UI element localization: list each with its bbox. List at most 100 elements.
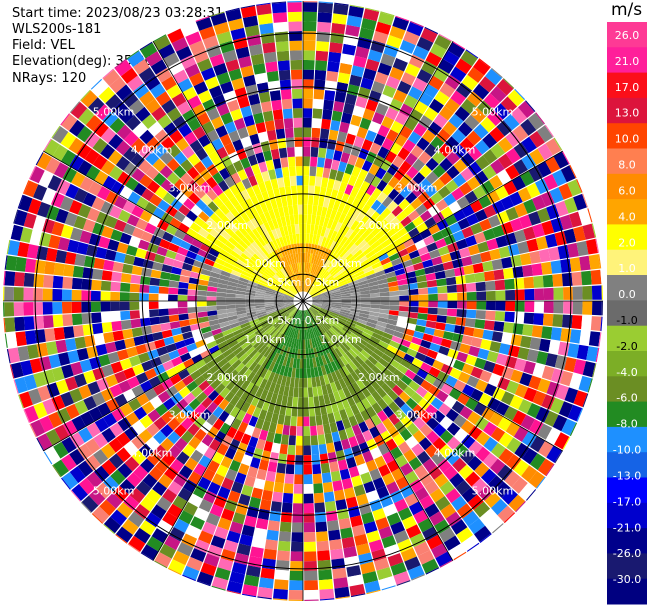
range-gate [459,182,473,196]
range-gate [264,232,273,243]
range-gate [299,310,302,320]
range-gate [520,335,532,349]
range-gate [416,274,427,283]
range-gate [205,176,218,189]
range-gate [526,403,541,419]
range-gate [232,139,244,152]
range-gate [274,332,282,342]
range-gate [315,356,321,367]
range-gate [120,282,131,292]
range-gate [240,273,250,281]
range-gate [370,240,381,250]
range-gate [350,404,360,416]
range-gate [278,258,286,268]
range-gate [240,65,254,78]
range-gate [364,580,381,594]
ring-label: 0.5km [267,314,302,327]
range-gate [161,329,173,339]
range-gate [338,181,348,193]
range-gate [268,80,280,92]
range-gate [311,444,320,455]
range-gate [312,295,322,299]
range-gate [422,526,438,542]
range-gate [281,257,288,267]
range-gate [375,269,386,277]
range-gate [303,117,312,128]
range-gate [42,398,57,415]
range-gate [235,398,246,410]
range-gate [399,39,416,54]
range-gate [207,314,219,321]
range-gate [220,270,231,278]
range-gate [178,386,191,399]
range-gate [178,123,192,138]
range-gate [198,211,210,223]
range-gate [330,309,340,315]
range-gate [282,346,289,356]
range-gate [453,266,465,277]
range-gate [455,480,471,496]
range-gate [255,251,265,261]
range-gate [271,218,279,229]
range-gate [168,60,184,76]
range-gate [258,429,269,441]
range-gate [320,128,330,139]
range-gate [563,228,577,244]
range-gate [95,247,108,259]
range-gate [361,331,372,340]
range-gate [284,473,294,484]
range-gate [567,343,580,358]
range-gate [209,271,221,279]
range-gate [354,324,365,332]
range-gate [228,355,239,366]
range-gate [227,281,238,287]
range-gate [483,421,498,437]
range-gate [315,60,328,71]
range-gate [519,372,533,387]
range-gate [54,424,70,441]
ring-label: 4.00km [131,447,173,460]
range-gate [514,383,529,399]
range-gate [251,163,261,175]
range-gate [161,410,174,424]
range-gate [309,307,318,315]
range-gate [363,481,376,494]
range-gate [5,332,18,348]
range-gate [99,499,116,516]
range-gate [365,7,380,12]
range-gate [303,21,317,32]
range-gate [409,108,423,123]
range-gate [126,214,140,227]
range-gate [337,346,346,356]
range-gate [269,328,278,337]
range-gate [446,316,457,325]
range-gate [303,79,314,90]
range-gate [250,274,260,282]
range-gate [332,349,340,360]
range-gate [324,249,332,260]
range-gate [332,179,342,191]
range-gate [573,193,587,211]
range-gate [388,401,400,413]
range-gate [338,378,347,389]
range-gate [154,552,172,568]
range-gate [217,340,228,350]
range-gate [432,211,445,224]
range-gate [248,348,258,359]
range-gate [341,296,352,299]
range-gate [324,364,331,375]
range-gate [420,339,432,349]
range-gate [501,391,515,406]
range-gate [553,137,563,151]
instrument-label: WLS200s-181 [12,22,102,37]
range-gate [331,297,342,300]
range-gate [122,91,139,108]
range-gate [385,378,397,390]
range-gate [257,596,272,600]
range-gate [320,269,328,279]
range-gate [416,69,433,84]
range-gate [378,340,389,349]
range-gate [60,224,74,239]
range-gate [327,412,336,424]
range-gate [186,342,198,352]
